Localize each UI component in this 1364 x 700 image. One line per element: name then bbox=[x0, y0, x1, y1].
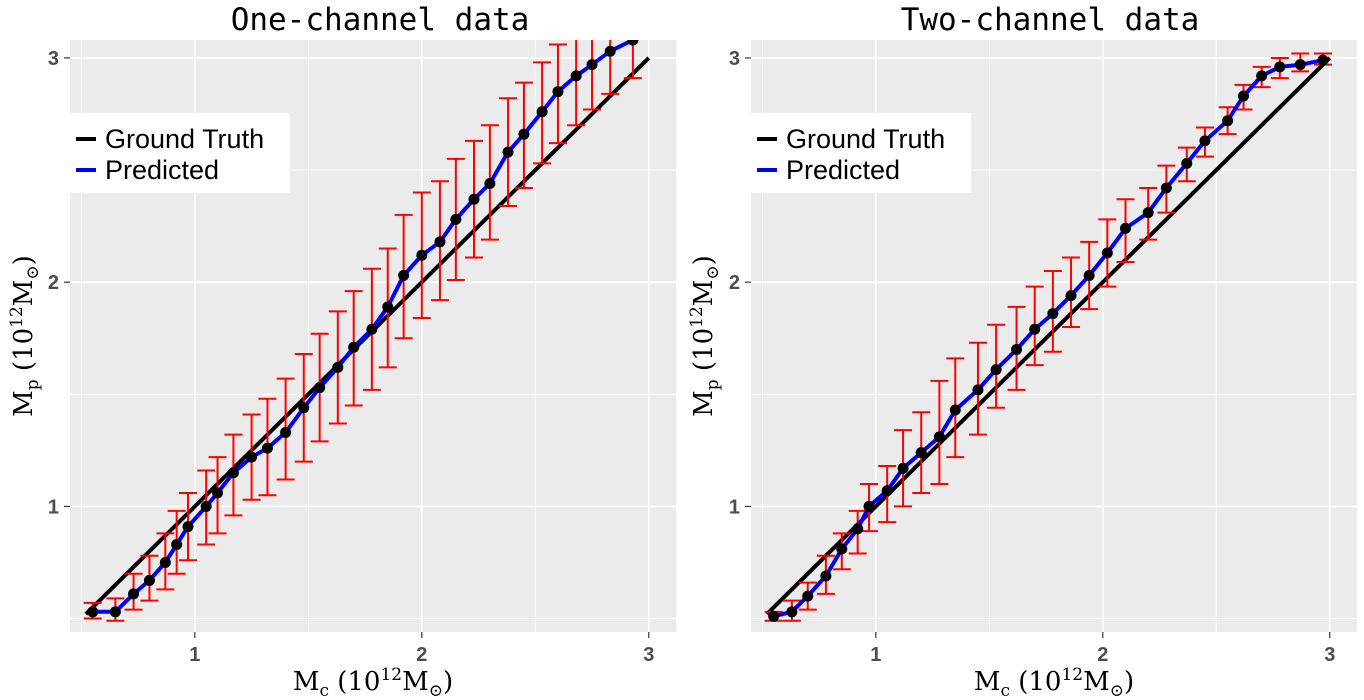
predicted-point bbox=[171, 539, 183, 551]
predicted-point bbox=[990, 364, 1002, 376]
predicted-point bbox=[1047, 308, 1059, 320]
y-tick-label: 2 bbox=[48, 272, 59, 294]
predicted-point bbox=[434, 236, 446, 248]
predicted-point bbox=[802, 590, 814, 602]
predicted-point bbox=[1238, 90, 1250, 102]
predicted-point bbox=[768, 610, 780, 622]
predicted-point bbox=[586, 59, 598, 71]
predicted-point bbox=[484, 178, 496, 190]
predicted-point bbox=[1101, 247, 1113, 259]
predicted-point bbox=[314, 382, 326, 394]
predicted-point bbox=[332, 361, 344, 373]
predicted-point bbox=[109, 606, 121, 618]
chart-title: One-channel data bbox=[231, 2, 530, 38]
predicted-point bbox=[1119, 222, 1131, 234]
legend-label: Ground Truth bbox=[786, 124, 945, 154]
predicted-point bbox=[915, 447, 927, 459]
predicted-point bbox=[1222, 115, 1234, 127]
predicted-point bbox=[348, 341, 360, 353]
y-tick-label: 3 bbox=[48, 48, 59, 70]
predicted-point bbox=[468, 193, 480, 205]
predicted-point bbox=[518, 128, 530, 140]
x-tick-label: 2 bbox=[416, 644, 427, 666]
predicted-point bbox=[1181, 157, 1193, 169]
predicted-point bbox=[881, 485, 893, 497]
predicted-point bbox=[1083, 269, 1095, 281]
plot-data-layer bbox=[764, 52, 1332, 622]
x-tick-label: 3 bbox=[1324, 644, 1335, 666]
y-tick-label: 1 bbox=[729, 496, 740, 518]
predicted-point bbox=[604, 45, 616, 57]
predicted-point bbox=[863, 500, 875, 512]
chart-panel-two-channel: 1 2 3 1 2 3 Two-channel data Mc (1012M⊙) Mp (101… bbox=[687, 2, 1357, 700]
predicted-point bbox=[1142, 207, 1154, 219]
predicted-point bbox=[1029, 323, 1041, 335]
predicted-point bbox=[159, 556, 171, 568]
predicted-point bbox=[836, 543, 848, 555]
legend-box bbox=[747, 113, 971, 193]
y-axis-label: Mp (1012M⊙) bbox=[687, 255, 723, 417]
chart-title: Two-channel data bbox=[901, 2, 1200, 38]
predicted-point bbox=[143, 574, 155, 586]
y-tick-label: 1 bbox=[48, 496, 59, 518]
predicted-point bbox=[1199, 135, 1211, 147]
predicted-point bbox=[502, 146, 514, 158]
chart-panel-one-channel: 1 2 3 1 2 3 One-channel data Mc (1012M⊙) Mp (101… bbox=[7, 2, 676, 700]
legend-label: Ground Truth bbox=[105, 124, 264, 154]
x-tick-label: 2 bbox=[1097, 644, 1108, 666]
predicted-point bbox=[972, 384, 984, 396]
predicted-point bbox=[450, 213, 462, 225]
predicted-point bbox=[1256, 70, 1268, 82]
predicted-point bbox=[298, 402, 310, 414]
predicted-point bbox=[280, 426, 292, 438]
predicted-point bbox=[552, 86, 564, 98]
predicted-point bbox=[1011, 343, 1023, 355]
predicted-point bbox=[852, 523, 864, 535]
x-axis-label: Mc (1012M⊙) bbox=[293, 665, 453, 700]
predicted-point bbox=[627, 40, 639, 46]
predicted-point bbox=[366, 323, 378, 335]
y-axis-label: Mp (1012M⊙) bbox=[7, 255, 43, 417]
predicted-point bbox=[227, 467, 239, 479]
predicted-point bbox=[200, 500, 212, 512]
x-axis-label: Mc (1012M⊙) bbox=[974, 665, 1134, 700]
predicted-point bbox=[1317, 54, 1329, 66]
predicted-point bbox=[128, 588, 140, 600]
predicted-point bbox=[820, 570, 832, 582]
predicted-point bbox=[1160, 182, 1172, 194]
legend-label: Predicted bbox=[786, 155, 900, 185]
predicted-point bbox=[398, 269, 410, 281]
predicted-point bbox=[1065, 290, 1077, 302]
legend-label: Predicted bbox=[105, 155, 219, 185]
predicted-point bbox=[261, 442, 273, 454]
predicted-point bbox=[246, 451, 258, 463]
predicted-point bbox=[570, 70, 582, 82]
y-tick-label: 3 bbox=[729, 48, 740, 70]
y-tick-label: 2 bbox=[729, 272, 740, 294]
predicted-point bbox=[536, 106, 548, 118]
predicted-point bbox=[416, 249, 428, 261]
predicted-point bbox=[87, 606, 99, 618]
x-tick-label: 1 bbox=[870, 644, 881, 666]
predicted-point bbox=[933, 431, 945, 443]
predicted-point bbox=[786, 606, 798, 618]
predicted-point bbox=[182, 521, 194, 533]
predicted-point bbox=[949, 404, 961, 416]
x-tick-label: 1 bbox=[189, 644, 200, 666]
predicted-point bbox=[897, 462, 909, 474]
predicted-point bbox=[1294, 59, 1306, 71]
plot-data-layer bbox=[83, 40, 651, 622]
predicted-point bbox=[382, 301, 394, 313]
predicted-point bbox=[1274, 61, 1286, 73]
x-tick-label: 3 bbox=[643, 644, 654, 666]
predicted-point bbox=[212, 487, 224, 499]
legend-box bbox=[66, 113, 290, 193]
